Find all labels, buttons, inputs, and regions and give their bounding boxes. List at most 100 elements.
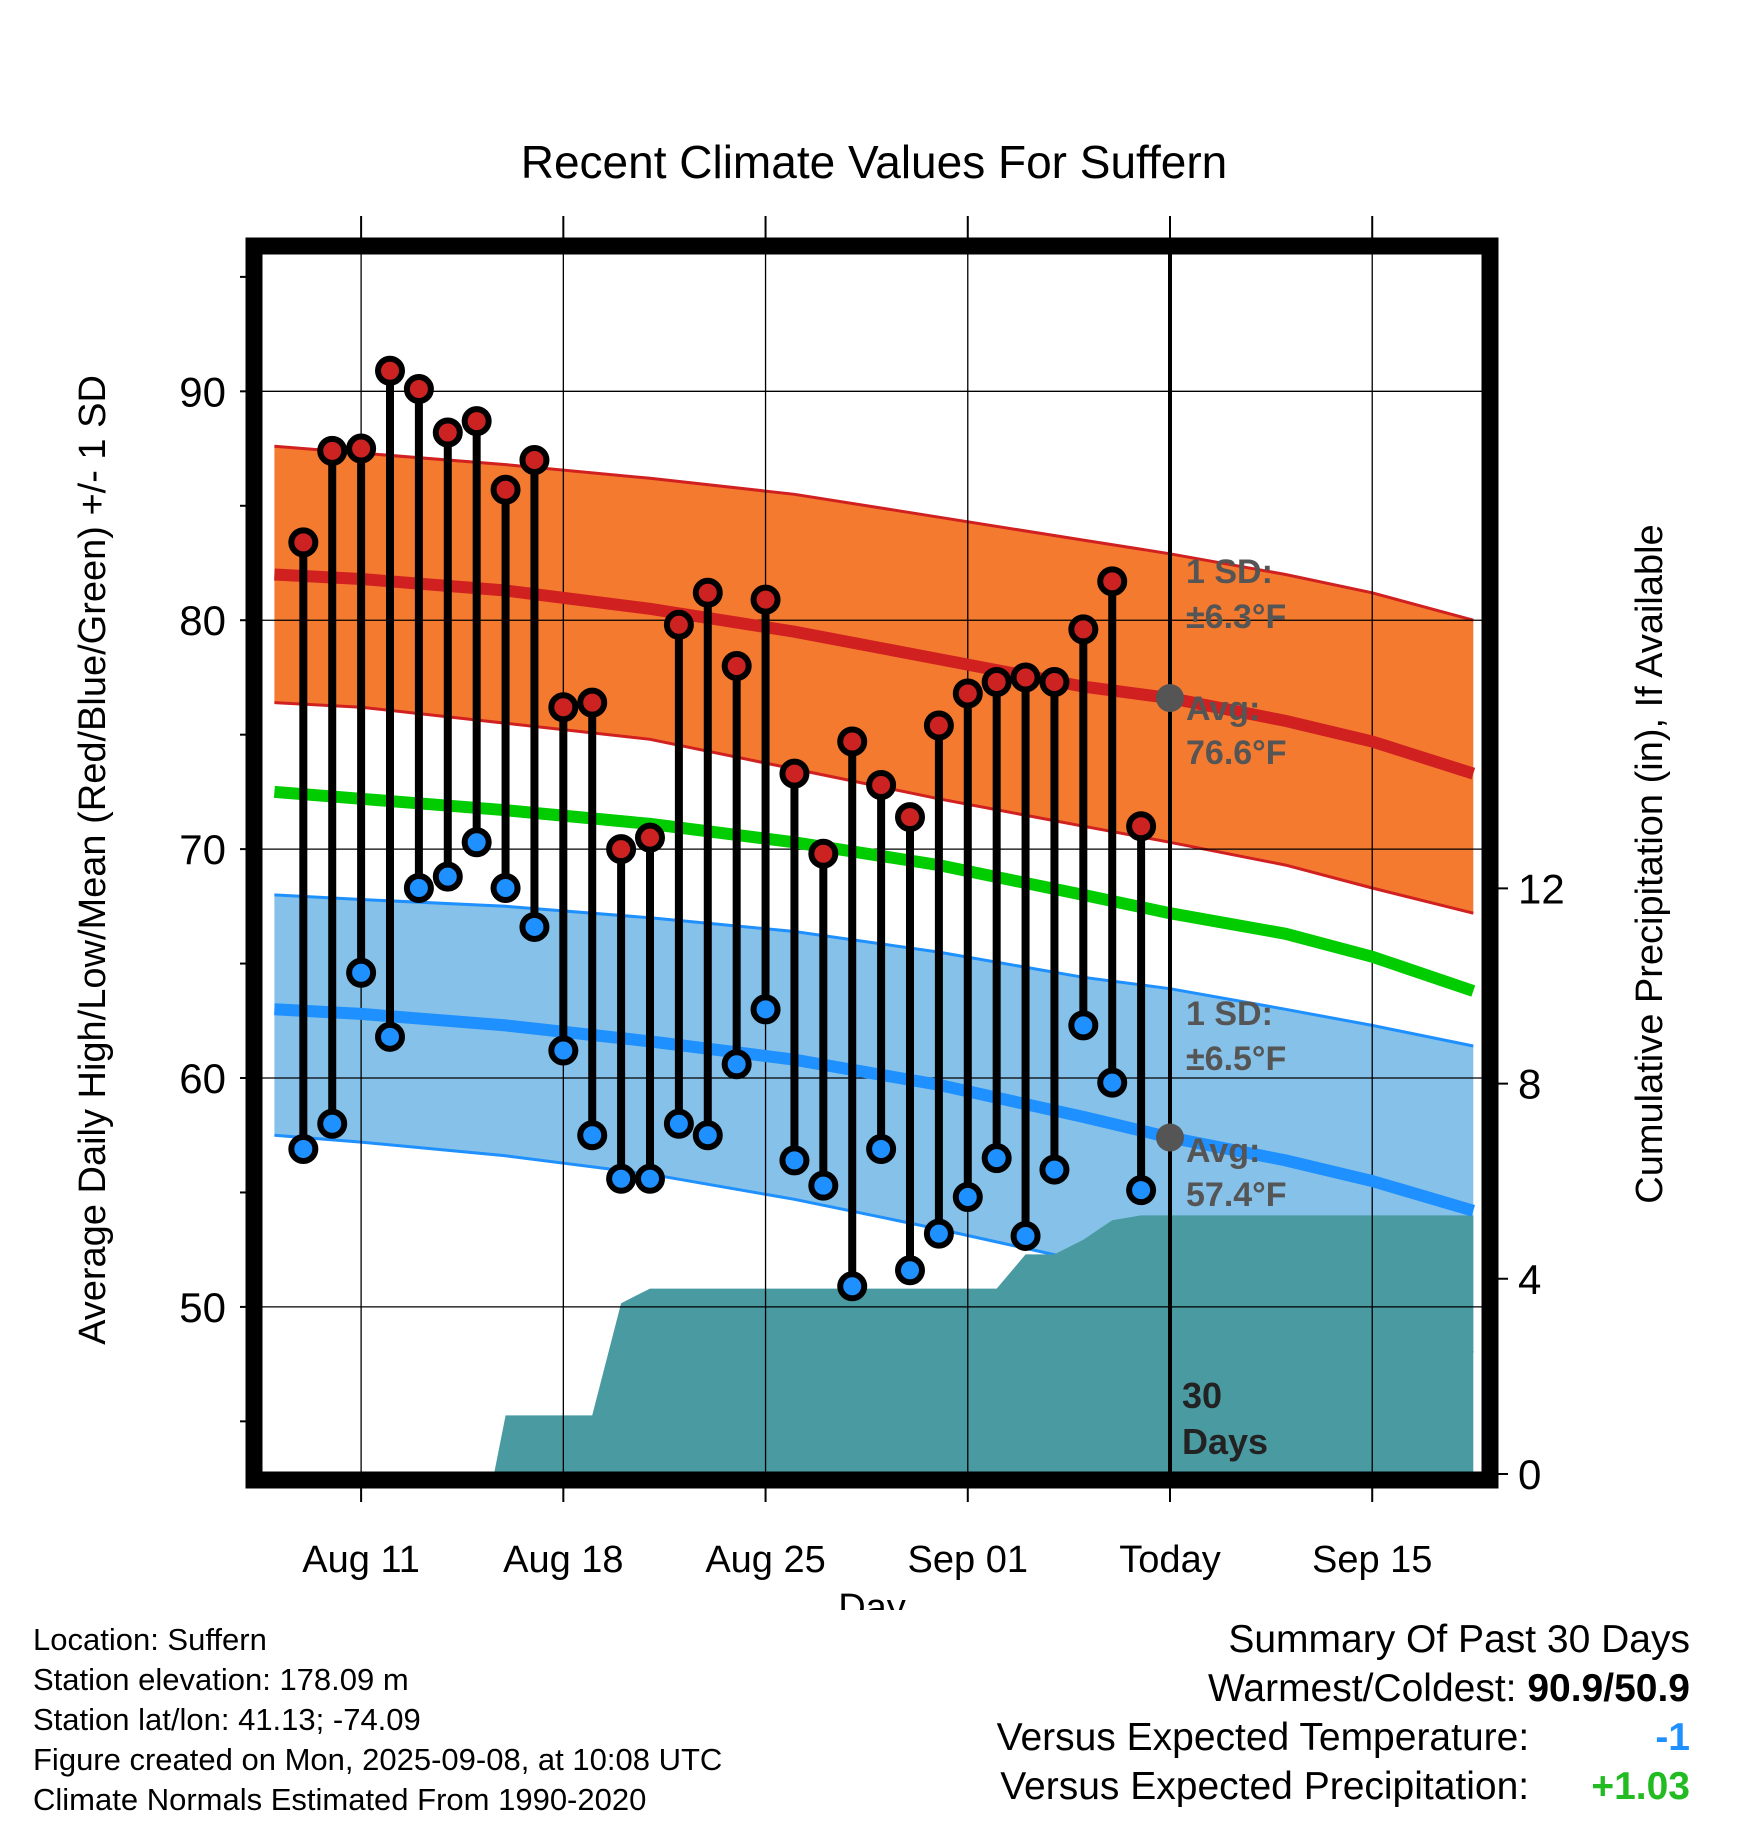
summary-temp-value: -1 [1655, 1716, 1690, 1759]
y2-tick-label: 8 [1518, 1061, 1541, 1108]
summary-heading: Summary Of Past 30 Days [1228, 1618, 1690, 1661]
daily-low-point [346, 957, 377, 988]
summary-warmest-label: Warmest/Coldest: [1208, 1667, 1517, 1710]
daily-low-point [1068, 1010, 1099, 1041]
daily-high-point [1126, 811, 1157, 842]
daily-high-point [375, 355, 405, 386]
today-days-label: 30 [1182, 1375, 1222, 1416]
daily-low-point [461, 827, 492, 858]
annotation-low-sd-value: ±6.5°F [1186, 1040, 1286, 1078]
today-days-label: Days [1182, 1421, 1268, 1462]
daily-high-point [432, 417, 463, 448]
y2-tick-label: 0 [1518, 1451, 1541, 1498]
daily-low-point [837, 1271, 868, 1302]
daily-high-point [721, 651, 752, 682]
summary-temp-label: Versus Expected Temperature: [996, 1716, 1530, 1759]
summary-warmest-row: Warmest/Coldest: 90.9/50.9 [997, 1664, 1690, 1713]
info-elevation: Station elevation: 178.09 m [33, 1662, 409, 1697]
daily-low-point [432, 861, 463, 892]
chart-title: Recent Climate Values For Suffern [521, 136, 1228, 188]
daily-high-point [895, 802, 925, 833]
x-axis-label: Day [838, 1587, 906, 1610]
daily-low-point [981, 1143, 1012, 1174]
summary-precip-label: Versus Expected Precipitation: [1000, 1765, 1530, 1808]
daily-low-point [606, 1163, 637, 1194]
daily-high-point [461, 406, 492, 437]
annotation-low-avg-value: 57.4°F [1186, 1176, 1287, 1214]
daily-low-point [548, 1035, 579, 1066]
info-normals: Climate Normals Estimated From 1990-2020 [33, 1782, 647, 1817]
daily-high-point [750, 584, 781, 615]
daily-high-point [866, 770, 897, 801]
daily-high-point [923, 710, 954, 741]
daily-high-point [808, 838, 839, 869]
annotation-high-sd-value: ±6.3°F [1186, 598, 1286, 636]
daily-low-point [808, 1170, 839, 1201]
y-tick-label: 60 [179, 1055, 226, 1102]
y-axis-label: Average Daily High/Low/Mean (Red/Blue/Gr… [72, 375, 114, 1345]
daily-low-point [635, 1163, 665, 1194]
daily-high-point [403, 374, 434, 405]
daily-low-point [779, 1145, 810, 1176]
today-high-normal-marker [1156, 684, 1184, 713]
annotation-low-avg: Avg: [1186, 1132, 1260, 1170]
daily-high-point [692, 577, 723, 608]
y-tick-label: 70 [179, 826, 226, 873]
precipitation-area [395, 1215, 1474, 1474]
y2-tick-label: 12 [1518, 865, 1565, 912]
daily-high-point [606, 834, 637, 865]
high-sd-upper-line [274, 444, 1474, 622]
high-normal-line [274, 568, 1476, 780]
annotation-high-avg-value: 76.6°F [1186, 734, 1287, 772]
x-tick-label: Aug 18 [503, 1539, 623, 1581]
daily-low-point [288, 1133, 319, 1164]
daily-high-point [663, 609, 694, 640]
x-tick-label: Today [1119, 1539, 1220, 1581]
daily-high-point [519, 445, 550, 476]
daily-low-point [1097, 1067, 1128, 1098]
daily-high-point [981, 667, 1012, 698]
daily-low-point [1126, 1175, 1157, 1206]
daily-high-point [635, 822, 665, 853]
daily-low-point [663, 1108, 694, 1139]
x-tick-label: Aug 11 [302, 1539, 420, 1581]
daily-low-point [923, 1218, 954, 1249]
station-info: Location: Suffern Station elevation: 178… [33, 1620, 722, 1820]
y-tick-label: 50 [179, 1284, 226, 1331]
daily-high-point [288, 527, 319, 558]
daily-low-point [519, 911, 550, 942]
y2-axis-label: Cumulative Precipitation (in), If Availa… [1629, 524, 1671, 1203]
summary-warmest-value: 90.9/50.9 [1527, 1667, 1690, 1710]
daily-low-point [1039, 1154, 1070, 1185]
daily-high-point [317, 435, 348, 466]
summary-precip-value: +1.03 [1591, 1765, 1690, 1808]
daily-high-point [952, 678, 983, 709]
annotation-high-avg: Avg: [1186, 690, 1260, 728]
info-location: Location: Suffern [33, 1622, 267, 1657]
summary-precip-row: Versus Expected Precipitation: +1.03 [997, 1762, 1690, 1811]
daily-high-point [577, 687, 608, 718]
daily-high-point [837, 726, 868, 757]
daily-low-point [692, 1120, 723, 1151]
daily-low-point [895, 1255, 925, 1286]
today-low-normal-marker [1156, 1123, 1184, 1152]
info-latlon: Station lat/lon: 41.13; -74.09 [33, 1702, 421, 1737]
daily-high-point [490, 474, 521, 505]
y-tick-label: 80 [179, 597, 226, 644]
x-tick-label: Sep 15 [1312, 1539, 1432, 1581]
daily-low-point [750, 994, 781, 1025]
annotation-high-sd: 1 SD: [1186, 553, 1273, 591]
info-created: Figure created on Mon, 2025-09-08, at 10… [33, 1742, 723, 1777]
y2-tick-label: 4 [1518, 1256, 1541, 1303]
daily-high-point [779, 758, 810, 789]
daily-high-point [1010, 662, 1041, 693]
daily-low-point [317, 1108, 348, 1139]
daily-low-point [490, 873, 521, 904]
high-sd-band [274, 446, 1474, 914]
daily-low-point [375, 1021, 405, 1052]
daily-low-point [1010, 1220, 1041, 1251]
daily-low-point [403, 873, 434, 904]
plot-frame [245, 237, 1499, 1489]
climate-chart: Recent Climate Values For Suffern 1 SD: ±… [72, 136, 1671, 1610]
daily-high-point [1068, 614, 1099, 645]
